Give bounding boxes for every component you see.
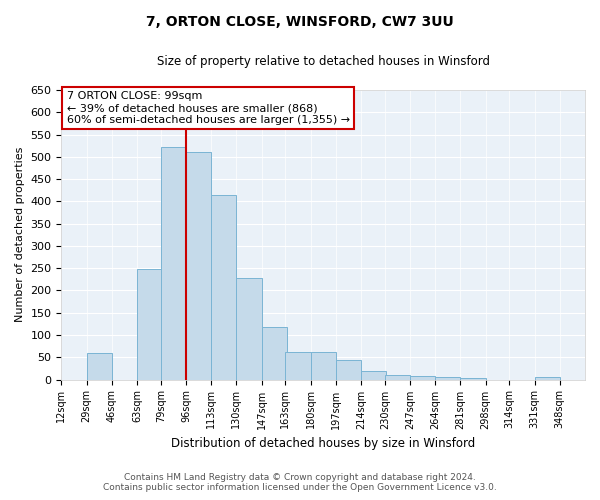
Bar [336, 360, 361, 380]
Bar [137, 269, 162, 380]
Bar [211, 194, 236, 380]
Bar [435, 378, 460, 380]
Bar [262, 328, 287, 380]
Bar [535, 378, 560, 380]
Bar [86, 353, 112, 380]
X-axis label: Distribution of detached houses by size in Winsford: Distribution of detached houses by size … [171, 437, 475, 450]
Text: 7, ORTON CLOSE, WINSFORD, CW7 3UU: 7, ORTON CLOSE, WINSFORD, CW7 3UU [146, 15, 454, 29]
Bar [361, 370, 386, 380]
Title: Size of property relative to detached houses in Winsford: Size of property relative to detached ho… [157, 55, 490, 68]
Bar [460, 378, 485, 380]
Bar [385, 375, 410, 380]
Bar [186, 152, 211, 380]
Text: Contains HM Land Registry data © Crown copyright and database right 2024.
Contai: Contains HM Land Registry data © Crown c… [103, 473, 497, 492]
Bar [161, 147, 186, 380]
Bar [410, 376, 435, 380]
Bar [311, 352, 336, 380]
Y-axis label: Number of detached properties: Number of detached properties [15, 147, 25, 322]
Bar [236, 278, 262, 380]
Text: 7 ORTON CLOSE: 99sqm
← 39% of detached houses are smaller (868)
60% of semi-deta: 7 ORTON CLOSE: 99sqm ← 39% of detached h… [67, 92, 350, 124]
Bar [286, 352, 311, 380]
